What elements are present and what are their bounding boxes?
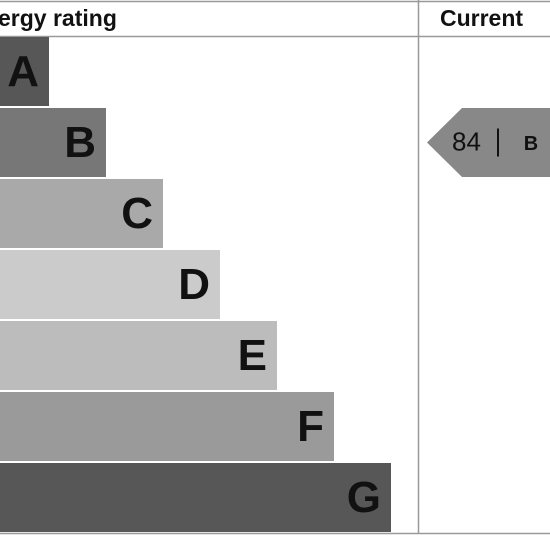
header-current: Current: [440, 5, 523, 31]
band: [0, 321, 277, 390]
band-letter: G: [347, 473, 381, 522]
band: [0, 392, 334, 461]
current-arrow: [427, 108, 550, 177]
band-letter: A: [7, 47, 39, 96]
band-letter: B: [64, 118, 96, 167]
current-letter: B: [524, 133, 538, 155]
band-letter: C: [121, 189, 153, 238]
band-letter: E: [238, 331, 267, 380]
band: [0, 463, 391, 532]
band: [0, 179, 163, 248]
band-letter: F: [297, 402, 324, 451]
band: [0, 108, 106, 177]
band: [0, 250, 220, 319]
band: [0, 37, 49, 106]
band-letter: D: [178, 260, 210, 309]
current-rating: 84 B: [427, 108, 550, 177]
header-title: ergy rating: [0, 5, 117, 31]
current-value: 84: [452, 126, 481, 156]
